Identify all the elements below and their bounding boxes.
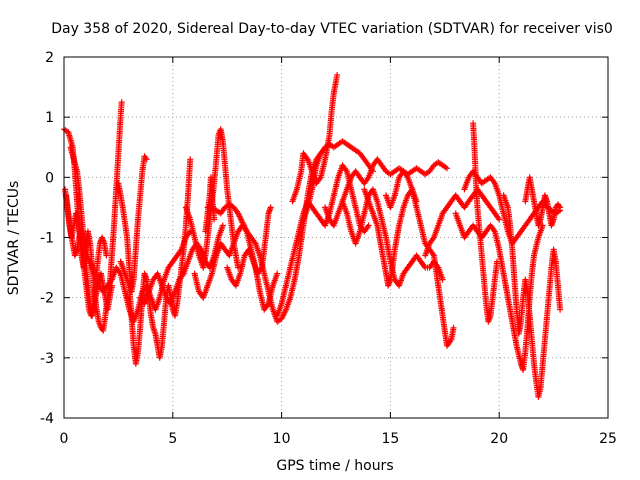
- series-f: [115, 153, 150, 295]
- y-tick-label: -2: [40, 291, 54, 307]
- series-x: [500, 192, 564, 400]
- y-axis-label: SDTVAR / TECUs: [6, 181, 22, 296]
- series-u: [470, 120, 500, 325]
- y-tick-label: 0: [45, 170, 54, 186]
- series-layer: [61, 72, 564, 400]
- series-y: [522, 174, 564, 229]
- series-markers: [224, 204, 274, 289]
- series-l: [224, 204, 274, 289]
- y-tick-label: -4: [40, 411, 54, 427]
- x-tick-label: 20: [490, 431, 508, 447]
- x-tick-label: 10: [273, 431, 291, 447]
- series-t: [422, 186, 503, 259]
- series-markers: [422, 186, 503, 259]
- y-tick-label: -1: [40, 231, 54, 247]
- y-tick-label: -3: [40, 351, 54, 367]
- axes-layer: 0 5 10 15 20 25 -4 -3 -2 -1 0 1 2: [40, 50, 617, 447]
- chart-title: Day 358 of 2020, Sidereal Day-to-day VTE…: [51, 21, 613, 37]
- series-markers: [115, 153, 150, 295]
- series-markers: [62, 186, 110, 319]
- y-tick-label: 1: [45, 110, 54, 126]
- plot-frame: [63, 56, 609, 419]
- series-markers: [289, 72, 341, 205]
- series-markers: [500, 192, 564, 400]
- x-tick-label: 5: [168, 431, 177, 447]
- series-markers: [522, 174, 564, 229]
- series-markers: [383, 168, 420, 211]
- y-tick-label: 2: [45, 50, 54, 66]
- series-s: [383, 168, 420, 211]
- series-markers: [470, 120, 500, 325]
- series-d: [62, 186, 110, 319]
- x-tick-label: 0: [60, 431, 69, 447]
- series-n: [289, 72, 341, 205]
- x-tick-label: 15: [381, 431, 399, 447]
- grid-layer: [64, 57, 608, 418]
- series-o: [300, 138, 376, 223]
- x-axis-label: GPS time / hours: [276, 458, 393, 474]
- series-markers: [300, 138, 376, 223]
- x-tick-label: 25: [599, 431, 617, 447]
